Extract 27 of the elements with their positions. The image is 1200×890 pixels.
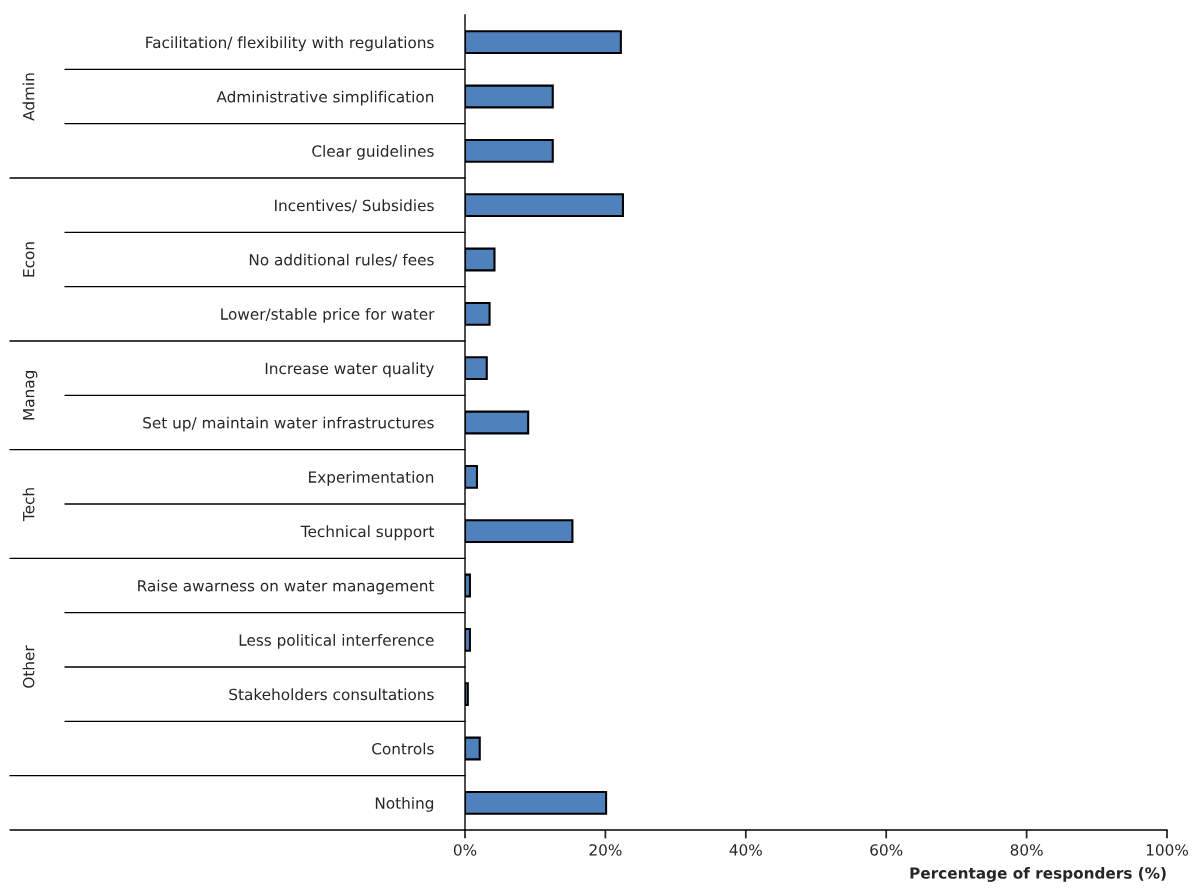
y-tick-label: Stakeholders consultations <box>229 688 434 701</box>
y-tick-label: Less political interference <box>239 634 434 649</box>
x-tick-label: 40% <box>729 844 762 856</box>
x-axis-title: Percentage of responders (%) <box>910 867 1166 882</box>
y-tick-label: Controls <box>372 742 434 755</box>
y-tick-label: Administrative simplification <box>216 90 434 106</box>
text: Tech <box>22 488 35 522</box>
x-tick-label: 100% <box>1146 844 1188 856</box>
y-tick-label: Increase water quality <box>265 362 434 378</box>
text: Other <box>22 645 35 688</box>
y-tick-label: Lower/stable price for water <box>221 308 435 323</box>
y-tick-label: Set up/ maintain water infrastructures <box>143 416 434 432</box>
text: Econ <box>23 242 35 277</box>
y-tick-label: Facilitation/ flexibility with regulations <box>146 36 434 52</box>
y-tick-label: No additional rules/ fees <box>249 253 434 267</box>
x-tick-label: 60% <box>870 844 903 856</box>
y-tick-label: Nothing <box>375 797 434 812</box>
text: Manag <box>23 371 38 420</box>
x-tick-label: 0% <box>453 844 477 856</box>
y-tick-label: Experimentation <box>309 471 434 486</box>
text: Admin <box>22 73 35 121</box>
y-tick-label: Raise awarness on water management <box>138 579 435 595</box>
y-tick-label: Technical support <box>300 525 435 541</box>
x-tick-label: 20% <box>589 844 622 856</box>
x-tick-label: 80% <box>1010 844 1043 856</box>
y-tick-label: Clear guidelines <box>312 145 434 160</box>
y-tick-label: Incentives/ Subsidies <box>275 199 434 213</box>
